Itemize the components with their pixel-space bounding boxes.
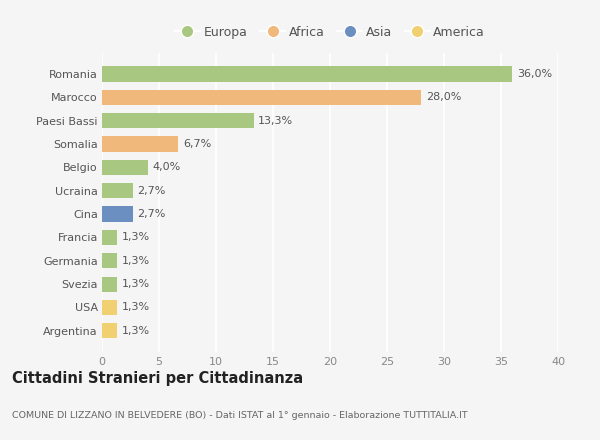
Bar [102,160,148,175]
Text: 2,7%: 2,7% [137,209,166,219]
Bar [102,183,133,198]
Text: COMUNE DI LIZZANO IN BELVEDERE (BO) - Dati ISTAT al 1° gennaio - Elaborazione TU: COMUNE DI LIZZANO IN BELVEDERE (BO) - Da… [12,411,467,420]
Bar [102,276,117,292]
Bar [102,300,117,315]
Legend: Europa, Africa, Asia, America: Europa, Africa, Asia, America [172,23,488,41]
Text: Cittadini Stranieri per Cittadinanza: Cittadini Stranieri per Cittadinanza [12,371,303,386]
Bar [102,323,117,338]
Text: 36,0%: 36,0% [517,69,552,79]
Text: 1,3%: 1,3% [121,256,149,266]
Text: 13,3%: 13,3% [258,116,293,126]
Bar [102,113,254,128]
Bar [102,136,178,152]
Text: 1,3%: 1,3% [121,302,149,312]
Text: 4,0%: 4,0% [152,162,181,172]
Text: 6,7%: 6,7% [183,139,211,149]
Bar [102,253,117,268]
Bar [102,66,512,81]
Text: 1,3%: 1,3% [121,326,149,336]
Bar [102,230,117,245]
Bar [102,90,421,105]
Text: 1,3%: 1,3% [121,232,149,242]
Text: 2,7%: 2,7% [137,186,166,196]
Text: 28,0%: 28,0% [426,92,461,103]
Text: 1,3%: 1,3% [121,279,149,289]
Bar [102,206,133,222]
